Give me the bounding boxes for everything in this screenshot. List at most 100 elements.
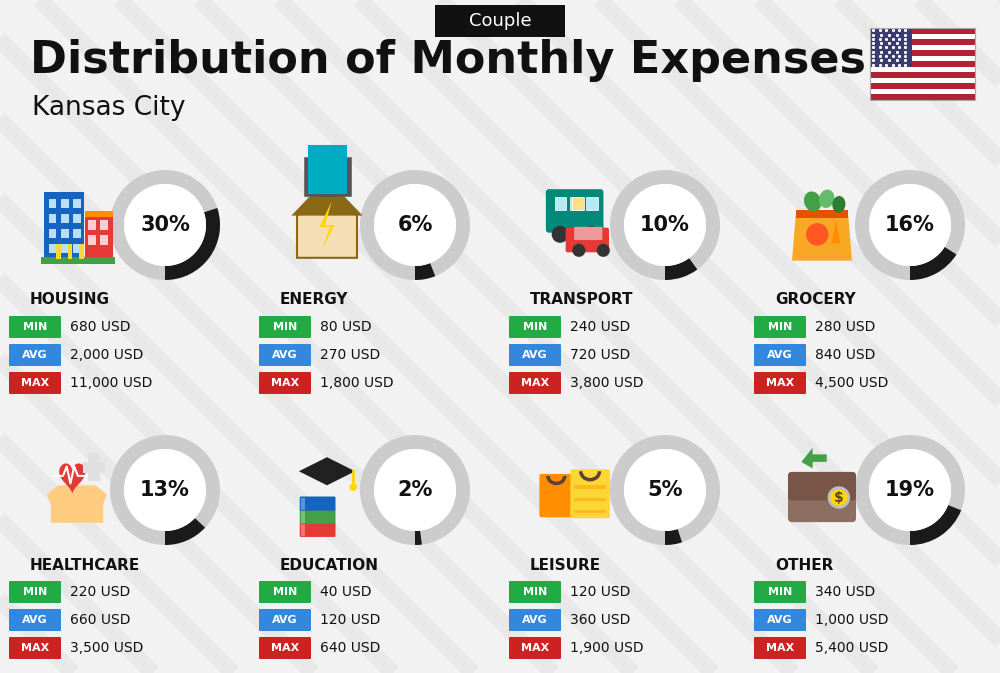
FancyBboxPatch shape (509, 637, 561, 659)
Polygon shape (299, 457, 355, 485)
Bar (574, 497, 606, 501)
FancyBboxPatch shape (259, 609, 311, 631)
Text: Kansas City: Kansas City (32, 95, 186, 121)
Text: MAX: MAX (766, 643, 794, 653)
Polygon shape (801, 448, 827, 468)
Bar (73, 199, 81, 208)
Text: MAX: MAX (21, 378, 49, 388)
FancyBboxPatch shape (9, 609, 61, 631)
Wedge shape (165, 208, 220, 280)
Text: 220 USD: 220 USD (70, 585, 130, 599)
Text: MAX: MAX (271, 378, 299, 388)
Text: 680 USD: 680 USD (70, 320, 130, 334)
Circle shape (869, 184, 951, 266)
Text: 16%: 16% (885, 215, 935, 235)
Bar (100, 220, 108, 229)
Bar (870, 78, 975, 83)
Bar (49, 214, 56, 223)
FancyBboxPatch shape (300, 497, 336, 511)
Polygon shape (291, 178, 363, 215)
Text: 840 USD: 840 USD (815, 348, 875, 362)
Text: 120 USD: 120 USD (570, 585, 630, 599)
Text: MIN: MIN (273, 587, 297, 597)
FancyBboxPatch shape (574, 227, 602, 240)
Text: AVG: AVG (272, 350, 298, 360)
Text: TRANSPORT: TRANSPORT (530, 293, 634, 308)
Text: 1,800 USD: 1,800 USD (320, 376, 394, 390)
Text: 11,000 USD: 11,000 USD (70, 376, 152, 390)
Text: AVG: AVG (767, 350, 793, 360)
Ellipse shape (316, 466, 338, 476)
Bar (41, 257, 114, 264)
Wedge shape (855, 435, 965, 545)
Bar (84, 211, 113, 217)
Bar (870, 28, 975, 34)
Text: AVG: AVG (22, 615, 48, 625)
FancyBboxPatch shape (300, 523, 336, 537)
Bar (870, 28, 975, 100)
Text: 3,800 USD: 3,800 USD (570, 376, 644, 390)
Text: 5%: 5% (647, 480, 683, 500)
Circle shape (124, 184, 206, 266)
Text: 2%: 2% (397, 480, 433, 500)
Text: MIN: MIN (768, 587, 792, 597)
Bar (570, 197, 582, 210)
Bar (870, 83, 975, 89)
Ellipse shape (804, 191, 821, 212)
Bar (870, 72, 975, 78)
Circle shape (624, 184, 706, 266)
FancyBboxPatch shape (259, 581, 311, 603)
Text: Couple: Couple (469, 12, 531, 30)
Bar (100, 236, 108, 245)
Wedge shape (910, 505, 961, 545)
Polygon shape (831, 220, 841, 244)
Bar (79, 244, 84, 258)
Text: MAX: MAX (21, 643, 49, 653)
Ellipse shape (819, 190, 834, 208)
Text: AVG: AVG (272, 615, 298, 625)
Text: 280 USD: 280 USD (815, 320, 875, 334)
FancyBboxPatch shape (509, 609, 561, 631)
Bar (61, 229, 69, 238)
Text: 2,000 USD: 2,000 USD (70, 348, 143, 362)
Bar (88, 236, 96, 245)
Text: 13%: 13% (140, 480, 190, 500)
Circle shape (374, 449, 456, 531)
Bar (301, 497, 305, 509)
Text: MIN: MIN (23, 587, 47, 597)
FancyBboxPatch shape (9, 316, 61, 338)
Bar (870, 56, 975, 61)
Wedge shape (665, 529, 682, 545)
Text: 270 USD: 270 USD (320, 348, 380, 362)
Text: HOUSING: HOUSING (30, 293, 110, 308)
Wedge shape (110, 170, 220, 280)
Bar (796, 210, 848, 217)
Bar (49, 229, 56, 238)
Circle shape (828, 487, 850, 509)
Text: 640 USD: 640 USD (320, 641, 380, 655)
FancyBboxPatch shape (509, 581, 561, 603)
Text: 10%: 10% (640, 215, 690, 235)
Text: AVG: AVG (522, 615, 548, 625)
Text: AVG: AVG (522, 350, 548, 360)
Text: 720 USD: 720 USD (570, 348, 630, 362)
Circle shape (124, 449, 206, 531)
Text: $: $ (834, 491, 844, 505)
FancyBboxPatch shape (509, 372, 561, 394)
Wedge shape (610, 170, 720, 280)
Text: AVG: AVG (767, 615, 793, 625)
Bar (870, 89, 975, 94)
Bar (49, 199, 56, 208)
Circle shape (624, 449, 706, 531)
Wedge shape (360, 170, 470, 280)
Wedge shape (415, 263, 435, 280)
Bar (56, 244, 61, 258)
Polygon shape (47, 485, 107, 523)
FancyBboxPatch shape (754, 344, 806, 366)
Text: MIN: MIN (23, 322, 47, 332)
Circle shape (350, 483, 357, 491)
Wedge shape (610, 435, 720, 545)
FancyBboxPatch shape (259, 344, 311, 366)
Text: 3,500 USD: 3,500 USD (70, 641, 143, 655)
Text: 19%: 19% (885, 480, 935, 500)
